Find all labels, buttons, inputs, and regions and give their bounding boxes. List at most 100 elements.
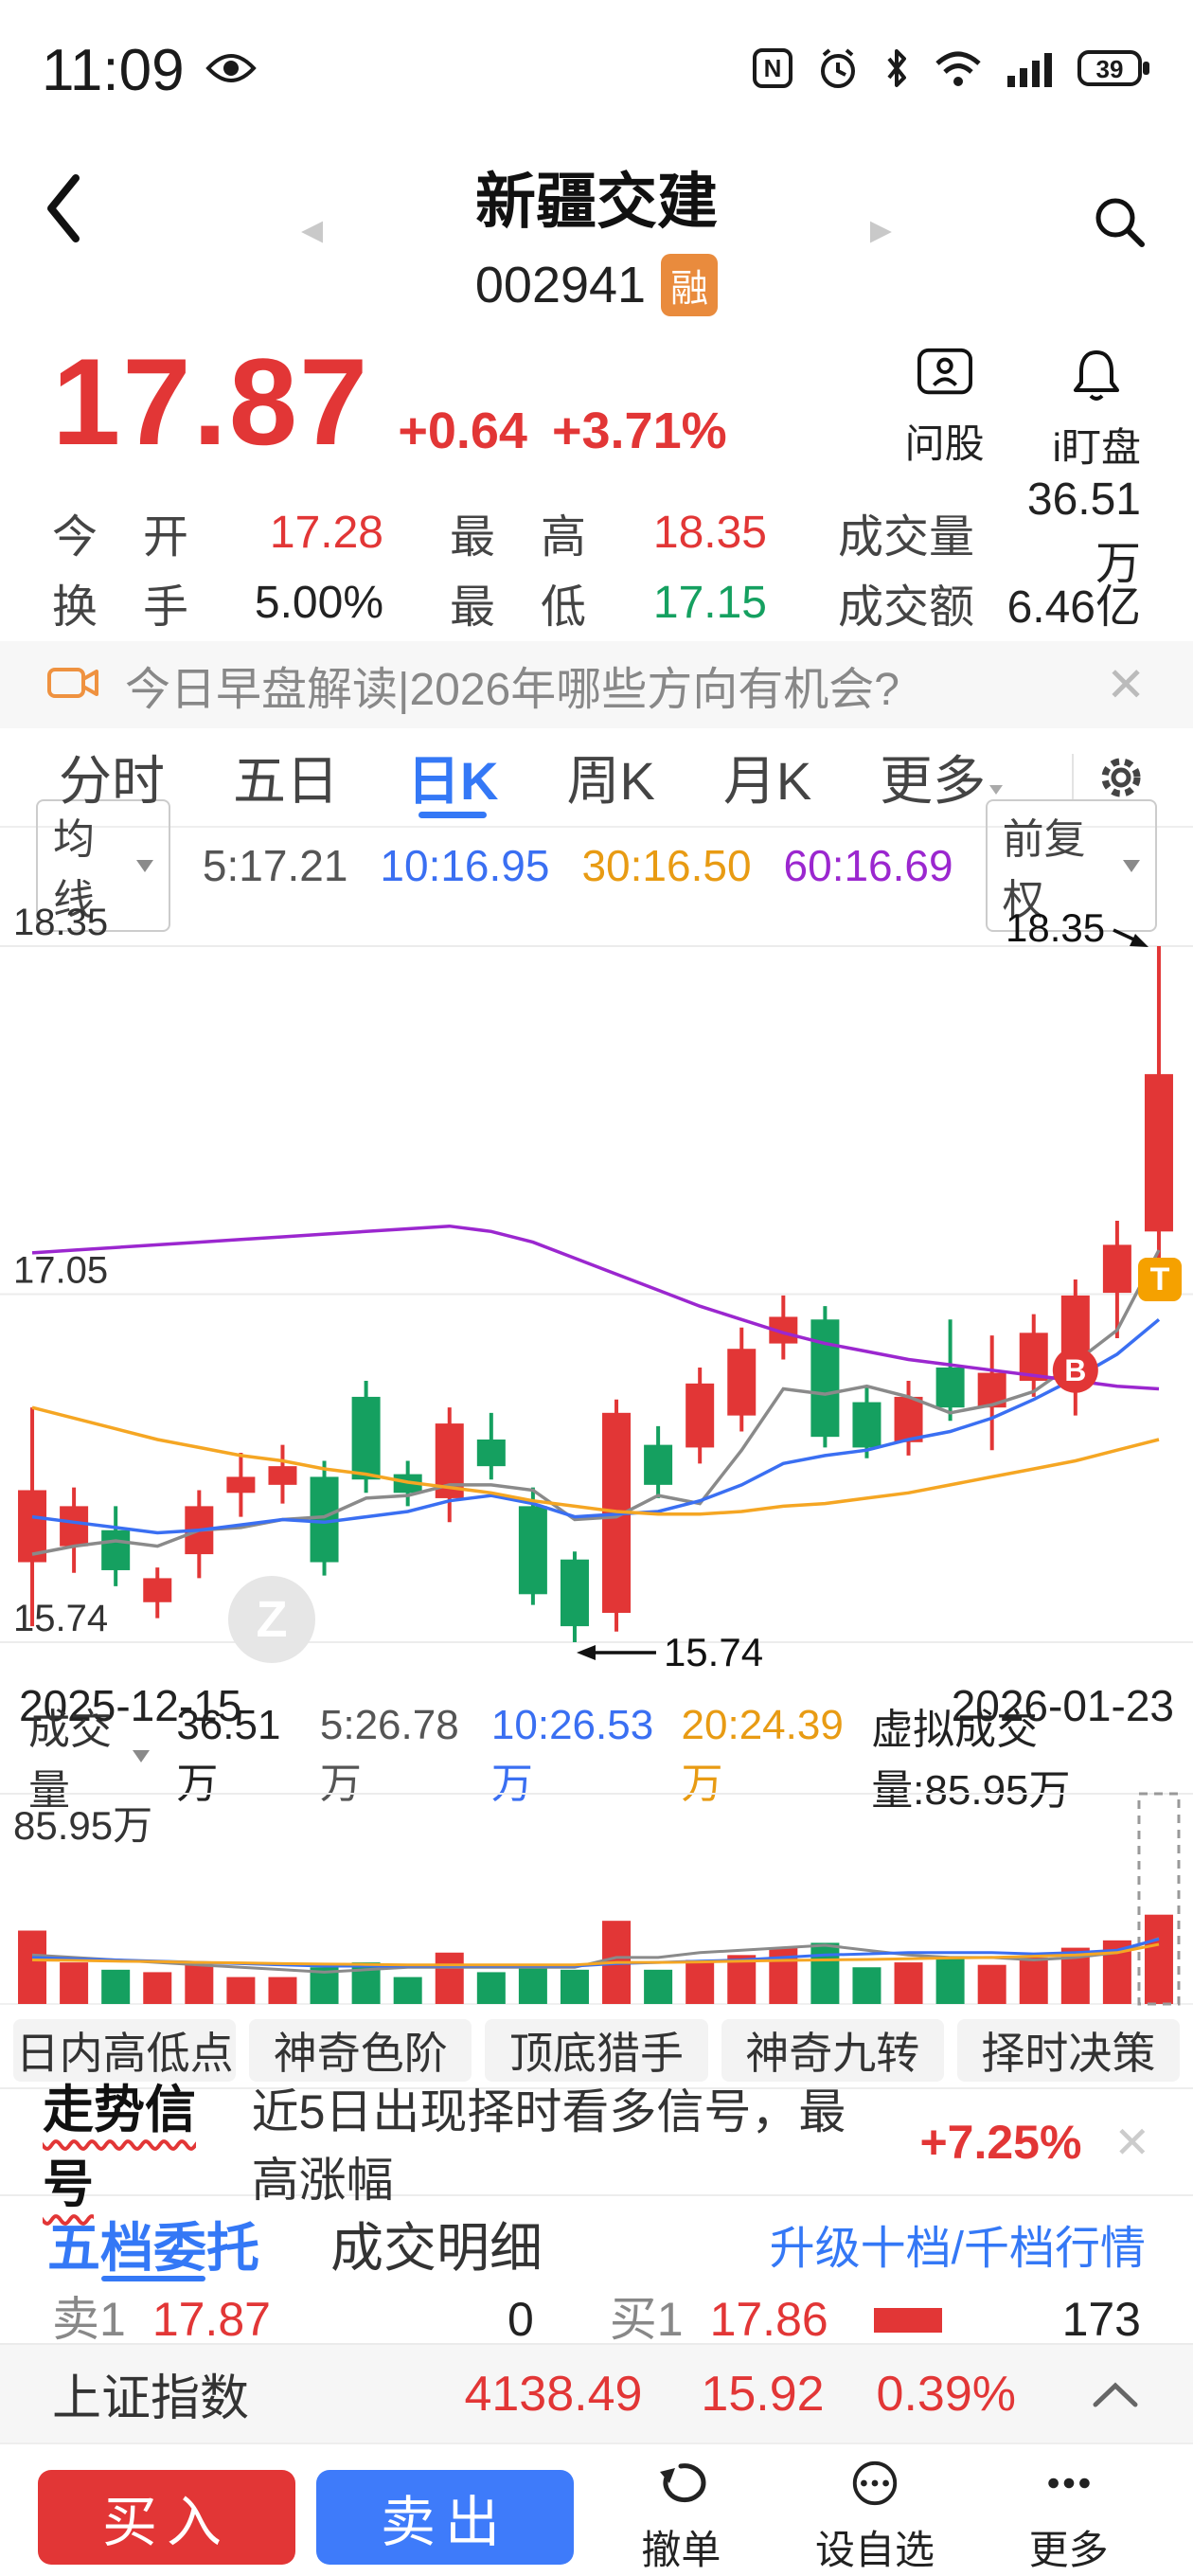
orderbook-row: 卖1 17.87 0 买1 17.86 173 [0, 2291, 1193, 2343]
stock-code: 002941 [474, 257, 647, 313]
chevron-up-icon[interactable] [1090, 2378, 1141, 2410]
tab-5day[interactable]: 五日 [233, 751, 339, 811]
add-watchlist-button[interactable]: 设自选 [789, 2459, 962, 2576]
tool-magic-nine[interactable]: 神奇九转 [721, 2019, 944, 2082]
tab-trade-details[interactable]: 成交明细 [330, 2217, 543, 2278]
trade-action-bar: 买入 卖出 撤单 设自选 更多 [0, 2442, 1193, 2576]
virtual-volume: 虚拟成交量:85.95万 [871, 1707, 1071, 1814]
svg-text:18.35: 18.35 [1006, 905, 1105, 950]
more-dots-icon [1042, 2459, 1095, 2513]
sell1-label: 卖1 [52, 2293, 126, 2343]
stat-value-open: 17.28 [269, 507, 383, 558]
tab-minute[interactable]: 分时 [59, 751, 165, 811]
battery-icon: 39 [1077, 48, 1151, 93]
back-button[interactable] [40, 170, 87, 251]
cancel-order-label: 撤单 [641, 2527, 721, 2572]
current-price: 17.87 [52, 332, 370, 471]
alarm-icon [816, 46, 860, 95]
chevron-down-icon [133, 1749, 151, 1762]
prev-stock-arrow[interactable]: ◂ [301, 204, 324, 253]
sell-button[interactable]: 卖出 [316, 2469, 574, 2565]
vma20-value: 20:24.39万 [681, 1702, 844, 1807]
candlestick-chart[interactable]: 18.35 17.05 15.74 Z 18.35 15.74 B T [0, 903, 1193, 1680]
tool-top-bottom-hunter[interactable]: 顶底猎手 [485, 2019, 708, 2082]
chart-settings-button[interactable] [1074, 749, 1168, 806]
news-banner[interactable]: 今日早盘解读|2026年哪些方向有机会? ✕ [0, 641, 1193, 728]
divider [1072, 753, 1074, 801]
stat-label: 成交量 [838, 512, 975, 563]
gear-icon [1101, 758, 1141, 796]
news-close-icon[interactable]: ✕ [1106, 658, 1146, 711]
vma10-value: 10:26.53万 [490, 1702, 654, 1807]
signal-close-icon[interactable]: ✕ [1113, 2117, 1150, 2167]
svg-text:15.74: 15.74 [664, 1630, 763, 1674]
cancel-order-button[interactable]: 撤单 [595, 2459, 768, 2576]
more-label: 更多 [1028, 2527, 1109, 2572]
trend-signal-banner[interactable]: 走势信号 近5日出现择时看多信号，最高涨幅 +7.25% ✕ [0, 2082, 1193, 2213]
stat-value-volume: 36.51万 [1026, 474, 1141, 589]
stat-value-low: 17.15 [652, 577, 767, 628]
bell-icon [1069, 347, 1124, 408]
ask-stock-label: 问股 [904, 421, 985, 466]
more-button[interactable]: 更多 [982, 2459, 1155, 2576]
signal-text: 近5日出现择时看多信号，最高涨幅 [251, 2084, 846, 2207]
stock-title: 新疆交建 [475, 168, 718, 236]
ask-stock-icon [916, 347, 974, 404]
tab-monthly-k[interactable]: 月K [722, 751, 812, 811]
adjust-mode-dropdown[interactable]: 前复权 [985, 799, 1157, 932]
volume-canvas: 85.95万 [0, 1792, 1193, 2006]
chevron-down-icon [135, 859, 153, 872]
buy-button[interactable]: 买入 [38, 2469, 295, 2565]
watch-alert-label: i盯盘 [1052, 425, 1141, 470]
stat-label: 成交额 [838, 582, 975, 633]
sell1-volume: 0 [507, 2293, 534, 2343]
index-summary-bar[interactable]: 上证指数 4138.49 15.92 0.39% [0, 2343, 1193, 2442]
chevron-down-icon [989, 784, 1004, 795]
add-watchlist-label: 设自选 [815, 2527, 935, 2572]
stat-value-high: 18.35 [652, 507, 767, 558]
nfc-icon: N [752, 47, 793, 94]
kline-canvas: 18.35 17.05 15.74 Z 18.35 15.74 B T [0, 903, 1193, 1674]
price-change: +0.64 [398, 402, 527, 459]
buy1-label: 买1 [609, 2293, 684, 2343]
stat-label: 换 手 [52, 582, 189, 633]
date-end: 2026-01-23 [951, 1681, 1174, 1730]
tool-timing-decision[interactable]: 择时决策 [956, 2019, 1181, 2082]
ma60-value: 60:16.69 [783, 841, 953, 890]
svg-text:17.05: 17.05 [13, 1250, 108, 1292]
indicator-tools: 日内高低点 神奇色阶 顶底猎手 神奇九转 择时决策 [0, 2012, 1193, 2087]
stat-value-amount: 6.46亿 [1006, 582, 1141, 633]
stat-label: 最 高 [450, 512, 587, 563]
next-stock-arrow[interactable]: ▸ [869, 204, 892, 253]
buy1-volume: 173 [1061, 2293, 1141, 2343]
stat-label: 最 低 [450, 582, 587, 633]
quote-stats: 今 开 17.28 最 高 18.35 成交量 36.51万 换 手 5.00%… [0, 474, 1193, 641]
volume-chart[interactable]: 85.95万 [0, 1784, 1193, 2012]
date-start: 2025-12-15 [19, 1681, 242, 1730]
svg-text:Z: Z [257, 1591, 288, 1648]
tab-more[interactable]: 更多 [846, 728, 1037, 826]
ask-stock-button[interactable]: 问股 [905, 347, 985, 474]
ma-dropdown-label: 均线 [53, 816, 95, 923]
quote-section: 17.87 +0.64 +3.71% 问股 i盯盘 [0, 333, 1193, 490]
upgrade-quotes-link[interactable]: 升级十档/千档行情 [769, 2224, 1146, 2274]
buy1-price: 17.86 [709, 2293, 828, 2343]
ma-dropdown[interactable]: 均线 [36, 799, 170, 932]
signal-title: 走势信号 [43, 2081, 196, 2213]
watchlist-circle-icon [848, 2459, 901, 2513]
adjust-mode-label: 前复权 [1002, 816, 1086, 923]
tab-weekly-k[interactable]: 周K [566, 751, 655, 811]
vma5-value: 5:26.78万 [319, 1702, 459, 1807]
tab-five-level-quotes[interactable]: 五档委托 [47, 2196, 259, 2291]
tab-daily-k[interactable]: 日K [373, 728, 532, 826]
tool-magic-gradient[interactable]: 神奇色阶 [249, 2019, 472, 2082]
undo-icon [654, 2459, 707, 2513]
volume-total: 36.51万 [176, 1702, 281, 1807]
watch-alert-button[interactable]: i盯盘 [1053, 347, 1141, 474]
svg-text:N: N [764, 54, 782, 82]
volume-dropdown[interactable]: 成交量 [28, 1695, 151, 1816]
index-value: 4138.49 [464, 2366, 643, 2422]
tool-intraday-highlow[interactable]: 日内高低点 [13, 2019, 237, 2082]
search-icon[interactable] [1089, 191, 1149, 257]
